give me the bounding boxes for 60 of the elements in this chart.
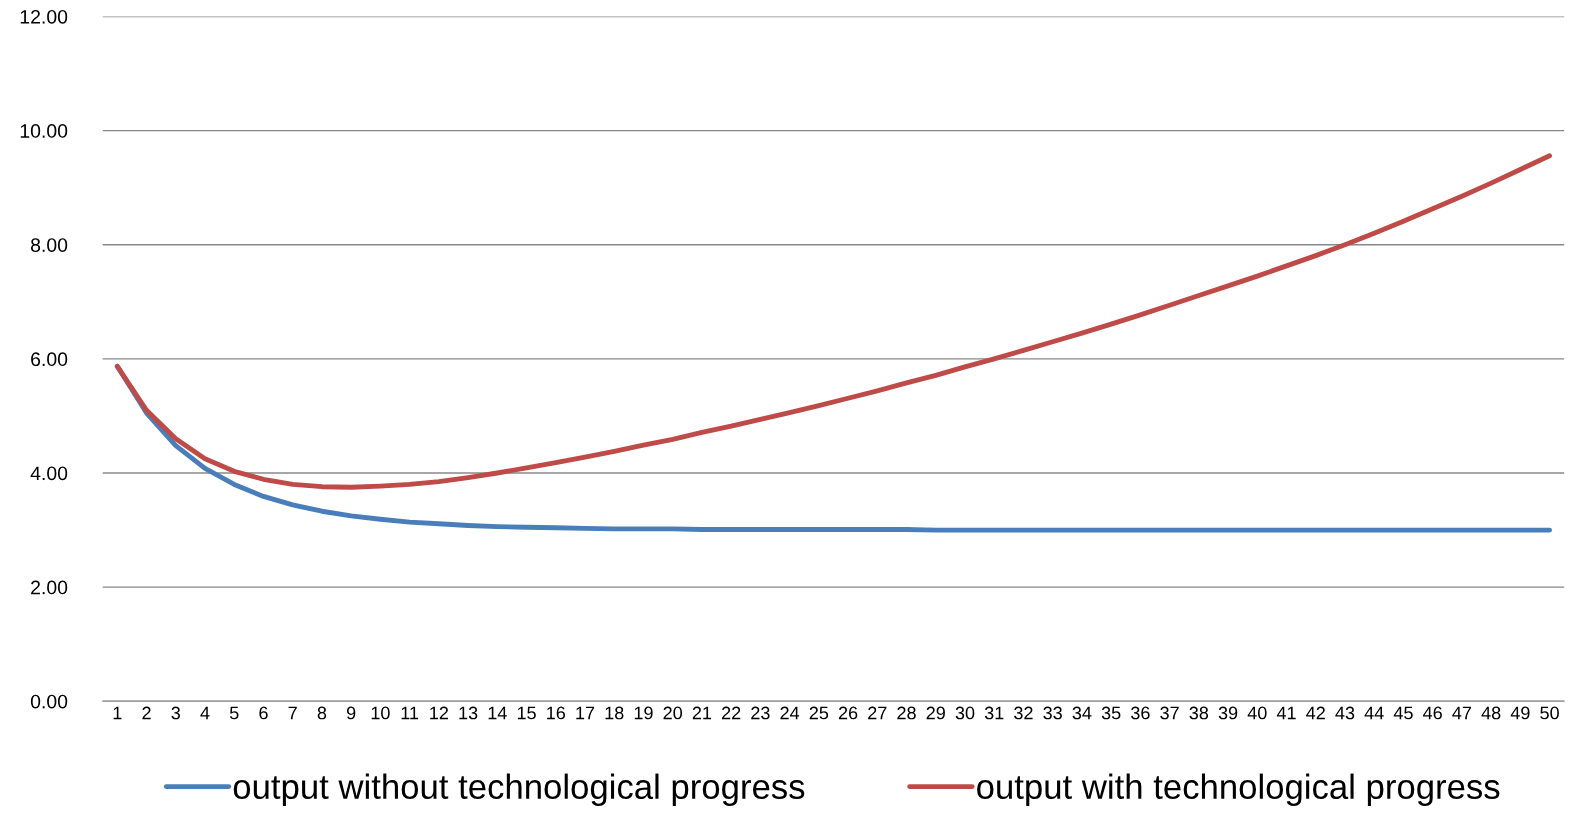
x-tick-label: 47 [1452,706,1472,720]
x-tick-label: 6 [259,706,268,720]
x-tick-label: 14 [488,706,507,720]
legend-label: output with technological progress [977,773,1500,806]
x-tick-label: 37 [1160,706,1179,720]
x-tick-label: 11 [401,706,419,720]
x-tick-label: 21 [692,706,712,720]
x-tick-label: 41 [1276,706,1296,720]
x-tick-label: 8 [317,706,327,720]
x-tick-label: 1 [113,706,122,720]
y-tick-label: 4.00 [30,466,68,481]
x-tick-label: 10 [371,706,390,720]
x-tick-label: 17 [576,706,595,720]
x-tick-label: 4 [200,706,210,720]
x-tick-label: 43 [1335,706,1355,720]
x-tick-label: 23 [751,706,770,720]
x-tick-label: 29 [926,706,945,720]
y-tick-label: 8.00 [30,238,68,252]
x-tick-label: 25 [809,706,829,720]
y-tick-label: 12.00 [20,9,68,24]
x-tick-label: 31 [984,706,1004,720]
x-tick-label: 40 [1247,706,1267,720]
x-tick-label: 7 [288,706,297,720]
x-tick-label: 33 [1043,706,1062,720]
x-tick-label: 27 [868,706,887,720]
x-tick-label: 50 [1540,706,1559,720]
x-tick-label: 24 [780,706,800,720]
y-tick-label: 10.00 [20,124,68,138]
x-tick-label: 28 [897,706,916,720]
x-tick-label: 46 [1423,706,1442,720]
x-tick-label: 44 [1364,706,1384,720]
x-tick-label: 12 [430,706,448,720]
x-tick-label: 34 [1072,706,1092,720]
x-tick-label: 5 [229,706,239,720]
x-tick-label: 26 [838,706,858,720]
x-tick-label: 48 [1481,706,1501,720]
x-tick-label: 39 [1218,706,1238,720]
x-tick-label: 13 [459,706,478,720]
x-tick-label: 32 [1014,706,1033,720]
x-tick-label: 45 [1393,706,1413,720]
y-tick-label: 6.00 [31,352,68,367]
x-tick-label: 18 [605,706,624,720]
y-tick-label: 2.00 [31,580,68,595]
x-tick-label: 35 [1101,706,1121,720]
x-tick-label: 22 [722,706,741,720]
y-tick-label: 0.00 [30,694,68,709]
legend-label: output without technological progress [233,773,805,806]
x-tick-label: 2 [142,706,151,720]
x-tick-label: 9 [346,706,356,720]
x-tick-label: 16 [547,706,566,720]
x-tick-label: 30 [955,706,975,720]
x-tick-label: 38 [1189,706,1209,720]
x-tick-label: 49 [1510,706,1530,720]
x-tick-label: 19 [634,706,653,720]
x-tick-label: 15 [517,706,536,720]
x-tick-label: 36 [1131,706,1150,720]
x-tick-label: 20 [663,706,683,720]
x-tick-label: 42 [1306,706,1325,720]
x-tick-label: 3 [171,706,180,720]
line-series [114,153,1553,490]
